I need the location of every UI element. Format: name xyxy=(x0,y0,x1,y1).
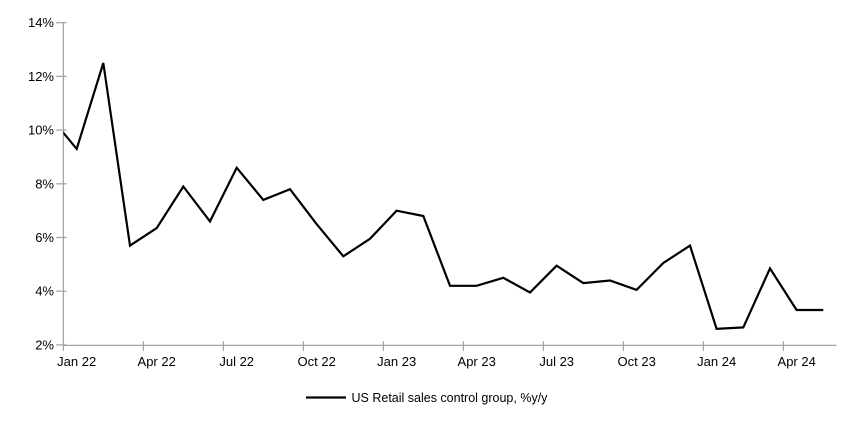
series-line xyxy=(63,62,824,330)
y-tick-label: 10% xyxy=(28,123,54,138)
y-axis-labels: 14% 12% 10% 8% 6% 4% 2% xyxy=(28,15,54,352)
x-tick-label: Apr 23 xyxy=(458,354,496,369)
y-tick-label: 8% xyxy=(35,176,54,191)
legend: US Retail sales control group, %y/y xyxy=(306,391,548,405)
x-tick-label: Oct 23 xyxy=(618,354,656,369)
y-tick-label: 6% xyxy=(35,230,54,245)
y-tick-label: 14% xyxy=(28,15,54,30)
x-axis-labels: Jan 22 Apr 22 Jul 22 Oct 22 Jan 23 Apr 23 Jul … xyxy=(57,354,816,369)
x-tick-label: Jan 23 xyxy=(377,354,416,369)
y-tick-label: 4% xyxy=(35,284,54,299)
x-tick-label: Oct 22 xyxy=(298,354,336,369)
x-tick-label: Jan 22 xyxy=(57,354,96,369)
y-tick-label: 12% xyxy=(28,69,54,84)
x-tick-label: Jul 22 xyxy=(219,354,254,369)
x-tick-label: Apr 22 xyxy=(138,354,176,369)
x-tick-label: Jan 24 xyxy=(697,354,736,369)
legend-label: US Retail sales control group, %y/y xyxy=(352,391,549,405)
x-tick-label: Jul 23 xyxy=(539,354,574,369)
y-tick-label: 2% xyxy=(35,337,54,352)
axes xyxy=(56,22,837,351)
x-tick-label: Apr 24 xyxy=(778,354,816,369)
